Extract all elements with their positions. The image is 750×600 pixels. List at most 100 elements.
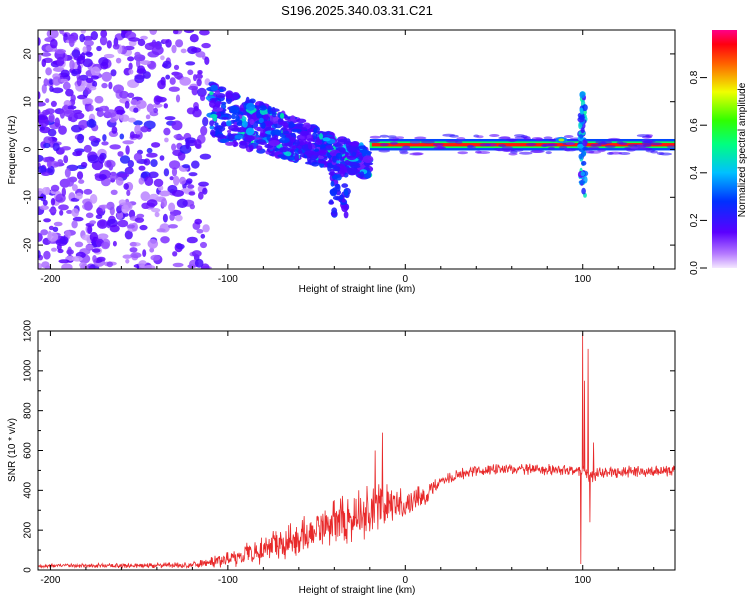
spectrogram-blob: [109, 118, 117, 123]
spectrogram-blob: [119, 90, 129, 99]
spectrogram-blob: [278, 117, 284, 123]
spectrogram-blob: [84, 201, 93, 211]
spectrogram-blob: [127, 160, 134, 168]
spectrogram-blob: [126, 190, 131, 196]
spectrogram-blob: [580, 110, 584, 115]
spectrogram-blob: [134, 217, 145, 223]
spectrogram-blob: [125, 145, 130, 155]
spectrogram-blob: [581, 160, 587, 166]
spectrogram-blob: [358, 145, 367, 150]
spectrogram-blob: [109, 171, 117, 177]
spectrogram-blob: [65, 177, 75, 187]
spectrogram-blob: [52, 226, 59, 232]
spectrogram-blob: [221, 121, 227, 128]
spectrogram-blob: [99, 220, 106, 227]
spectrogram-blob: [90, 75, 99, 80]
spectrogram-blob: [87, 154, 100, 164]
snr-y-label: SNR (10 * v/v): [7, 418, 18, 482]
spectrogram-blob: [214, 89, 221, 95]
spectrogram-blob: [175, 243, 185, 250]
spectrogram-blob: [311, 162, 320, 167]
snr-line: [38, 332, 675, 570]
spectrogram-blob: [130, 134, 141, 139]
spectrogram-blob: [50, 184, 60, 192]
spectrogram-blob: [335, 152, 343, 160]
spectrogram-blob: [130, 252, 142, 259]
spectrogram-blob: [48, 113, 55, 123]
spectrogram-blob: [128, 37, 141, 42]
spectrogram-blob: [607, 137, 621, 141]
spectrogram-blob: [53, 221, 63, 227]
spectrogram-blob: [200, 241, 207, 249]
spectrogram-blob: [351, 151, 357, 157]
spectrogram-blob: [173, 175, 180, 186]
spectrogram-blob: [421, 140, 435, 144]
spectrogram-blob: [119, 155, 131, 164]
spectrogram-blob: [156, 228, 166, 233]
spectrogram-blob: [341, 198, 346, 203]
spectrogram-blob: [171, 143, 177, 151]
spectrogram-blob: [89, 220, 97, 225]
spectrogram-blob: [80, 263, 89, 269]
spectrogram-blob: [332, 187, 337, 194]
spectrogram-blob: [123, 183, 129, 190]
spectrogram-blob: [579, 91, 586, 99]
spectrogram-blob: [43, 142, 51, 149]
spectrogram-blob: [85, 244, 94, 250]
spectrogram-blob: [98, 154, 105, 164]
spectrogram-blob: [124, 100, 130, 109]
spectrogram-blob: [41, 58, 47, 68]
spectrogram-blob: [125, 259, 130, 264]
spectrogram-blob: [200, 94, 206, 101]
spectrogram-blob: [209, 100, 217, 108]
spectrogram-blob: [143, 265, 156, 269]
spectrogram-blob: [188, 85, 199, 91]
spectrogram-blob: [115, 57, 122, 64]
spectrogram-blob: [618, 142, 628, 146]
spectrogram-blob: [85, 212, 94, 219]
spectrogram-blob: [164, 137, 169, 143]
spectrogram-blob: [75, 192, 83, 200]
spectrogram-blob: [127, 56, 135, 62]
spectrogram-blob: [79, 53, 86, 60]
spectrogram-blob: [199, 30, 210, 36]
spectrogram-blob: [101, 82, 108, 89]
spectrogram-blob: [379, 134, 389, 138]
colorbar-label: Normalized spectral amplitude: [737, 82, 748, 217]
spectrogram-blob: [78, 179, 85, 184]
spectrogram-blob: [163, 127, 171, 136]
spectrogram-blob: [584, 150, 595, 154]
spectrogram-blob: [285, 151, 292, 157]
spectrogram-blob: [565, 141, 575, 145]
spectrogram-blob: [582, 146, 589, 151]
spectrogram-blob: [71, 255, 83, 262]
spectrogram-blob: [329, 199, 334, 205]
spectrogram-blob: [192, 108, 202, 118]
spectrogram-blob: [525, 143, 537, 146]
spectrogram-blob: [38, 232, 43, 242]
spectrogram-blob: [543, 136, 553, 140]
spectrogram-blob: [162, 60, 172, 69]
spectrogram-blob: [650, 150, 658, 154]
spectrogram-blob: [160, 198, 168, 208]
spectrogram-blob: [332, 143, 344, 148]
spectrogram-blob: [77, 133, 84, 144]
spectrogram-blob: [501, 146, 513, 150]
spectrogram-blob: [117, 173, 130, 178]
spectrogram-blob: [41, 84, 47, 94]
spectrogram-blob: [119, 133, 125, 140]
spectrogram-blob: [273, 134, 279, 140]
spectrogram-blob: [212, 115, 217, 122]
spectrogram-blob: [154, 211, 160, 218]
spectrogram-blob: [98, 57, 109, 66]
spectrogram-blob: [101, 241, 110, 250]
spectrogram-x-tick-label: 0: [403, 274, 409, 285]
spectrogram-blob: [42, 187, 50, 195]
spectrogram-blob: [64, 168, 71, 178]
spectrogram-blob: [79, 33, 86, 43]
spectrogram-blob: [122, 254, 132, 259]
spectrogram-blob: [359, 171, 365, 178]
spectrogram-blob: [168, 86, 180, 92]
spectrogram-blob: [91, 248, 101, 253]
